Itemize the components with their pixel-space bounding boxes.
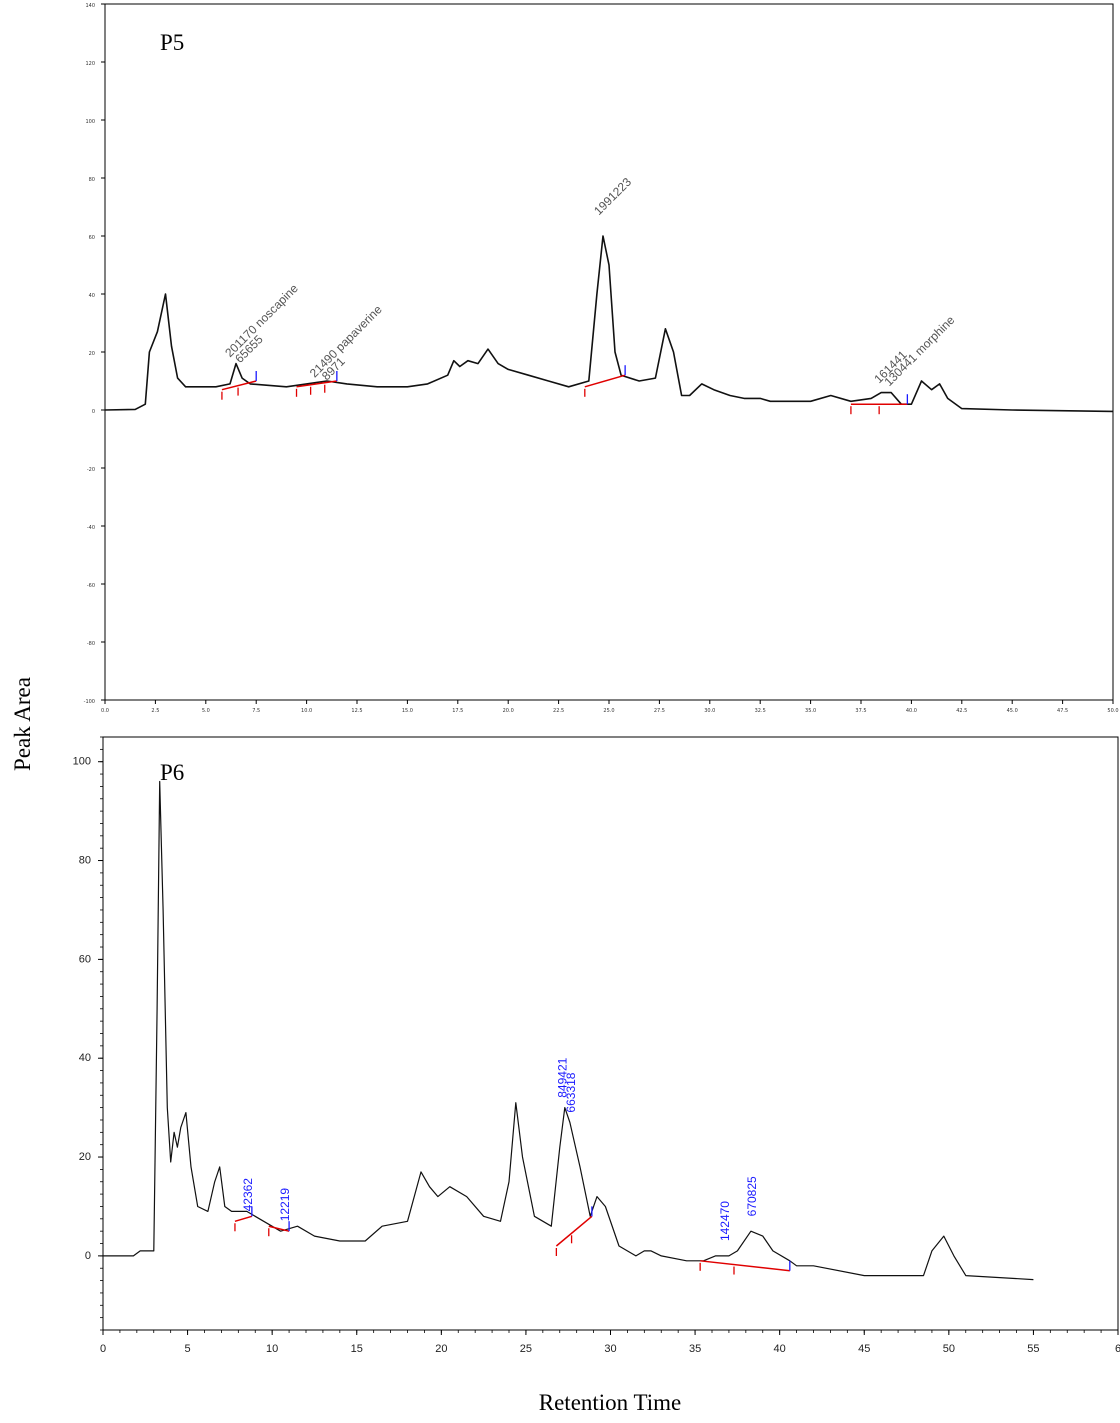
chromatogram-trace [103,780,1034,1281]
y-tick-label: 60 [89,235,95,241]
panel-label: P5 [160,30,184,55]
x-tick-label: 32.5 [755,708,766,714]
y-tick-label: 100 [73,756,91,768]
plot-frame [104,3,1114,701]
x-tick-label: 55 [1027,1343,1039,1355]
x-tick-label: 20 [435,1343,447,1355]
x-tick-label: 42.5 [956,708,967,714]
y-tick-label: 120 [85,61,95,67]
chart-panel-p6: P60 5 10 15 20 25 30 35 40 45 50 55 6020406080100423… [73,736,1120,1355]
x-axis-title: Retention Time [539,1390,682,1415]
x-tick-label: 5 [185,1343,191,1355]
y-tick-label: 80 [79,855,91,867]
y-tick-label: 140 [85,3,95,9]
peak-annotation: 21490 papaverine [307,302,385,380]
x-tick-label: 30 [604,1343,616,1355]
peak-annotation: 130441 morphine [881,313,957,389]
y-tick-label: 0 [92,409,95,415]
x-tick-label: 45 [858,1343,870,1355]
chromatogram-trace [104,235,1114,413]
integration-baseline [584,374,626,388]
x-tick-label: 37.5 [855,708,866,714]
x-tick-label: 17.5 [452,708,463,714]
peak-annotation: 201170 noscapine [222,281,301,360]
x-tick-label: 45.0 [1007,708,1018,714]
x-tick-label: 50.0 [1107,708,1118,714]
x-tick-label: 15 [351,1343,363,1355]
x-tick-label: 22.5 [553,708,564,714]
peak-annotation: 142470 [718,1201,732,1241]
peak-annotation: 42362 [241,1178,255,1212]
y-tick-label: 40 [79,1052,91,1064]
peak-annotation: 849421 [556,1057,570,1097]
y-tick-label: 20 [89,351,95,357]
y-tick-label: 80 [89,177,95,183]
y-tick-label: 20 [79,1151,91,1163]
x-tick-label: 40 [774,1343,786,1355]
integration-baseline [234,1215,253,1223]
integration-baseline [221,380,257,391]
x-tick-label: 27.5 [654,708,665,714]
plot-frame [102,736,1119,1331]
x-tick-label: 15.0 [402,708,413,714]
integration-baseline [555,1215,593,1247]
x-tick-label: 10.0 [301,708,312,714]
x-tick-label: 0 [100,1343,106,1355]
y-axis-title: Peak Area [10,677,35,771]
x-tick-label: 7.5 [252,708,260,714]
y-tick-label: -40 [87,525,95,531]
y-tick-label: -60 [87,583,95,589]
x-tick-label: 25 [520,1343,532,1355]
x-tick-label: 40.0 [906,708,917,714]
integration-baseline [700,1260,790,1272]
y-tick-label: 0 [85,1250,91,1262]
y-tick-label: -80 [87,641,95,647]
y-tick-label: 40 [89,293,95,299]
x-tick-label: 2.5 [151,708,159,714]
x-tick-label: 6 [1115,1343,1120,1355]
x-tick-label: 5.0 [202,708,210,714]
x-tick-label: 10 [266,1343,278,1355]
y-tick-label: 60 [79,953,91,965]
y-tick-label: -20 [87,467,95,473]
integration-baseline [296,380,337,388]
x-tick-label: 30.0 [704,708,715,714]
peak-annotation: 12219 [278,1188,292,1222]
x-tick-label: 35.0 [805,708,816,714]
x-tick-label: 47.5 [1057,708,1068,714]
y-tick-label: 100 [85,119,95,125]
x-tick-label: 35 [689,1343,701,1355]
x-tick-label: 25.0 [603,708,614,714]
peak-annotation: 1991223 [591,175,634,218]
panel-label: P6 [160,760,184,785]
peak-annotation: 663318 [564,1072,578,1112]
y-tick-label: -100 [84,699,95,705]
integration-baseline [268,1225,290,1232]
peak-annotation: 670825 [745,1176,759,1216]
x-tick-label: 12.5 [351,708,362,714]
x-tick-label: 0.0 [101,708,109,714]
x-tick-label: 20.0 [503,708,514,714]
chart-panel-p5: P5 0.0 2.5 5.0 7.5 10.0 12.5 15.0 17.5 20.0 22.5 25… [84,3,1119,714]
x-tick-label: 50 [943,1343,955,1355]
